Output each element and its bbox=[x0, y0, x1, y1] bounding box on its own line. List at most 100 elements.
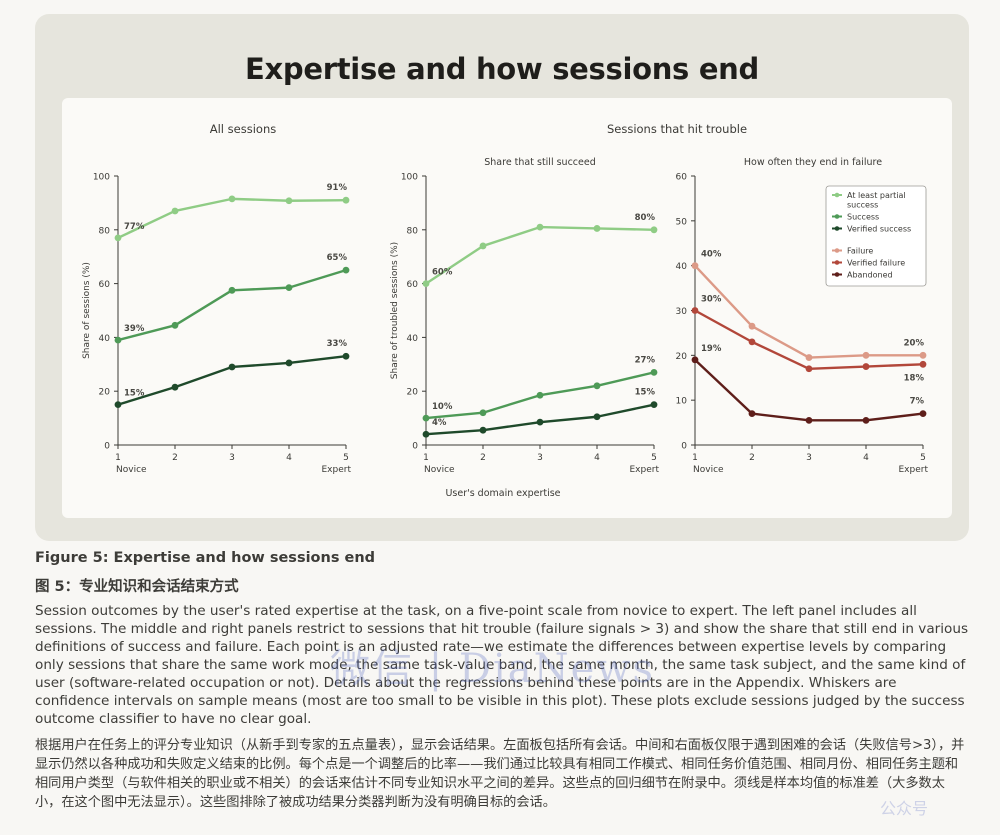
x-tick-label: 3 bbox=[229, 453, 235, 463]
data-point bbox=[422, 280, 430, 287]
data-point bbox=[650, 226, 658, 234]
data-point bbox=[422, 414, 430, 422]
figure-title: Expertise and how sessions end bbox=[245, 52, 759, 86]
y-tick-label: 40 bbox=[676, 262, 688, 272]
y-tick-label: 100 bbox=[401, 173, 418, 183]
data-point bbox=[171, 383, 179, 391]
value-label-start: 39% bbox=[124, 324, 145, 334]
data-point bbox=[593, 382, 601, 390]
data-point bbox=[805, 354, 813, 361]
panel-end-in-failure: 0 10 20 30 40 50 60 1 2 3 4 5 Novice Expert How often … bbox=[676, 157, 929, 475]
y-axis-label: Share of sessions (%) bbox=[82, 262, 92, 359]
data-point bbox=[593, 413, 601, 421]
y-tick-label: 40 bbox=[407, 334, 419, 344]
legend-marker bbox=[834, 260, 840, 265]
charts-canvas: All sessions Sessions that hit trouble U… bbox=[82, 122, 929, 499]
legend-label: Verified failure bbox=[847, 259, 905, 268]
y-tick-label: 60 bbox=[99, 280, 111, 290]
data-point bbox=[536, 418, 544, 426]
data-point bbox=[650, 368, 658, 376]
data-point bbox=[479, 242, 487, 250]
data-point bbox=[862, 363, 870, 370]
y-tick-label: 20 bbox=[676, 352, 688, 362]
x-tick-label: 5 bbox=[343, 453, 349, 463]
data-point bbox=[114, 401, 122, 409]
y-tick-label: 30 bbox=[676, 307, 688, 317]
panel-share-still-succeed: 0 20 40 60 80 100 1 2 3 4 5 Novice Expert Share of tr… bbox=[390, 157, 659, 475]
legend-marker bbox=[834, 192, 840, 198]
legend-marker bbox=[834, 226, 840, 231]
legend-box bbox=[825, 185, 927, 287]
legend-label: Verified success bbox=[847, 225, 911, 234]
panel-subtitle: Share that still succeed bbox=[484, 157, 596, 168]
y-tick-label: 100 bbox=[93, 173, 110, 183]
series-line-mid_green bbox=[117, 269, 347, 342]
panel-all-sessions: 0 20 40 60 80 100 1 2 3 4 5 Novice Expert Share of se… bbox=[82, 173, 351, 476]
legend-label: Success bbox=[847, 213, 879, 222]
caption-title: Figure 5: Expertise and how sessions end bbox=[35, 550, 376, 566]
x-end-label-novice: Novice bbox=[693, 465, 724, 475]
x-tick-label: 2 bbox=[480, 453, 486, 463]
series-line-dark_green bbox=[117, 355, 347, 406]
value-label-end: 20% bbox=[904, 338, 925, 348]
x-end-label-novice: Novice bbox=[424, 465, 455, 475]
x-tick-label: 5 bbox=[920, 453, 926, 463]
legend-marker bbox=[834, 214, 840, 219]
data-point bbox=[919, 351, 927, 359]
data-point bbox=[691, 307, 699, 314]
data-point bbox=[805, 365, 813, 373]
x-tick-label: 1 bbox=[423, 453, 429, 463]
y-tick-label: 40 bbox=[99, 334, 111, 344]
data-point bbox=[650, 401, 658, 409]
legend-marker bbox=[834, 248, 840, 253]
data-point bbox=[536, 391, 544, 399]
value-label-end: 15% bbox=[635, 388, 656, 398]
legend-label: Failure bbox=[847, 247, 873, 256]
y-tick-label: 60 bbox=[407, 280, 419, 290]
value-label-start: 19% bbox=[701, 344, 722, 354]
x-tick-label: 1 bbox=[115, 453, 121, 463]
data-point bbox=[862, 351, 870, 359]
value-label-end: 7% bbox=[910, 397, 925, 407]
caption-body-zh: 根据用户在任务上的评分专业知识（从新手到专家的五点量表），显示会话结果。左面板包… bbox=[35, 738, 965, 810]
x-tick-label: 3 bbox=[806, 453, 812, 463]
value-label-end: 80% bbox=[635, 213, 656, 223]
value-label-start: 77% bbox=[124, 222, 145, 232]
series-line-light_green bbox=[425, 225, 655, 285]
value-label-end: 18% bbox=[904, 373, 925, 383]
data-point bbox=[748, 410, 756, 418]
data-point bbox=[171, 207, 179, 215]
data-point bbox=[593, 225, 601, 232]
x-end-label-expert: Expert bbox=[899, 465, 929, 475]
data-point bbox=[691, 262, 699, 270]
y-tick-label: 20 bbox=[407, 388, 419, 398]
legend-label: Abandoned bbox=[847, 271, 893, 280]
data-point bbox=[691, 356, 699, 364]
panel-header-troubled-sessions: Sessions that hit trouble bbox=[607, 122, 747, 136]
data-point bbox=[285, 284, 293, 292]
data-point bbox=[919, 410, 927, 418]
value-label-end: 65% bbox=[327, 253, 348, 263]
caption-body-en: Session outcomes by the user's rated exp… bbox=[35, 603, 969, 727]
value-label-end: 33% bbox=[327, 339, 348, 349]
y-tick-label: 60 bbox=[676, 173, 688, 183]
value-label-start: 30% bbox=[701, 295, 722, 305]
data-point bbox=[285, 197, 293, 205]
data-point bbox=[479, 409, 487, 417]
x-end-label-expert: Expert bbox=[630, 465, 660, 475]
data-point bbox=[805, 416, 813, 424]
x-tick-label: 5 bbox=[651, 453, 657, 463]
legend-label: At least partial bbox=[847, 191, 906, 200]
x-tick-label: 3 bbox=[537, 453, 543, 463]
data-point bbox=[748, 338, 756, 346]
data-point bbox=[422, 430, 430, 438]
x-end-label-expert: Expert bbox=[322, 465, 352, 475]
data-point bbox=[536, 223, 544, 231]
data-point bbox=[862, 416, 870, 424]
data-point bbox=[479, 426, 487, 434]
data-point bbox=[171, 321, 179, 329]
y-tick-label: 80 bbox=[407, 226, 419, 236]
value-label-start: 10% bbox=[432, 402, 453, 412]
data-point bbox=[919, 360, 927, 368]
x-tick-label: 2 bbox=[749, 453, 755, 463]
